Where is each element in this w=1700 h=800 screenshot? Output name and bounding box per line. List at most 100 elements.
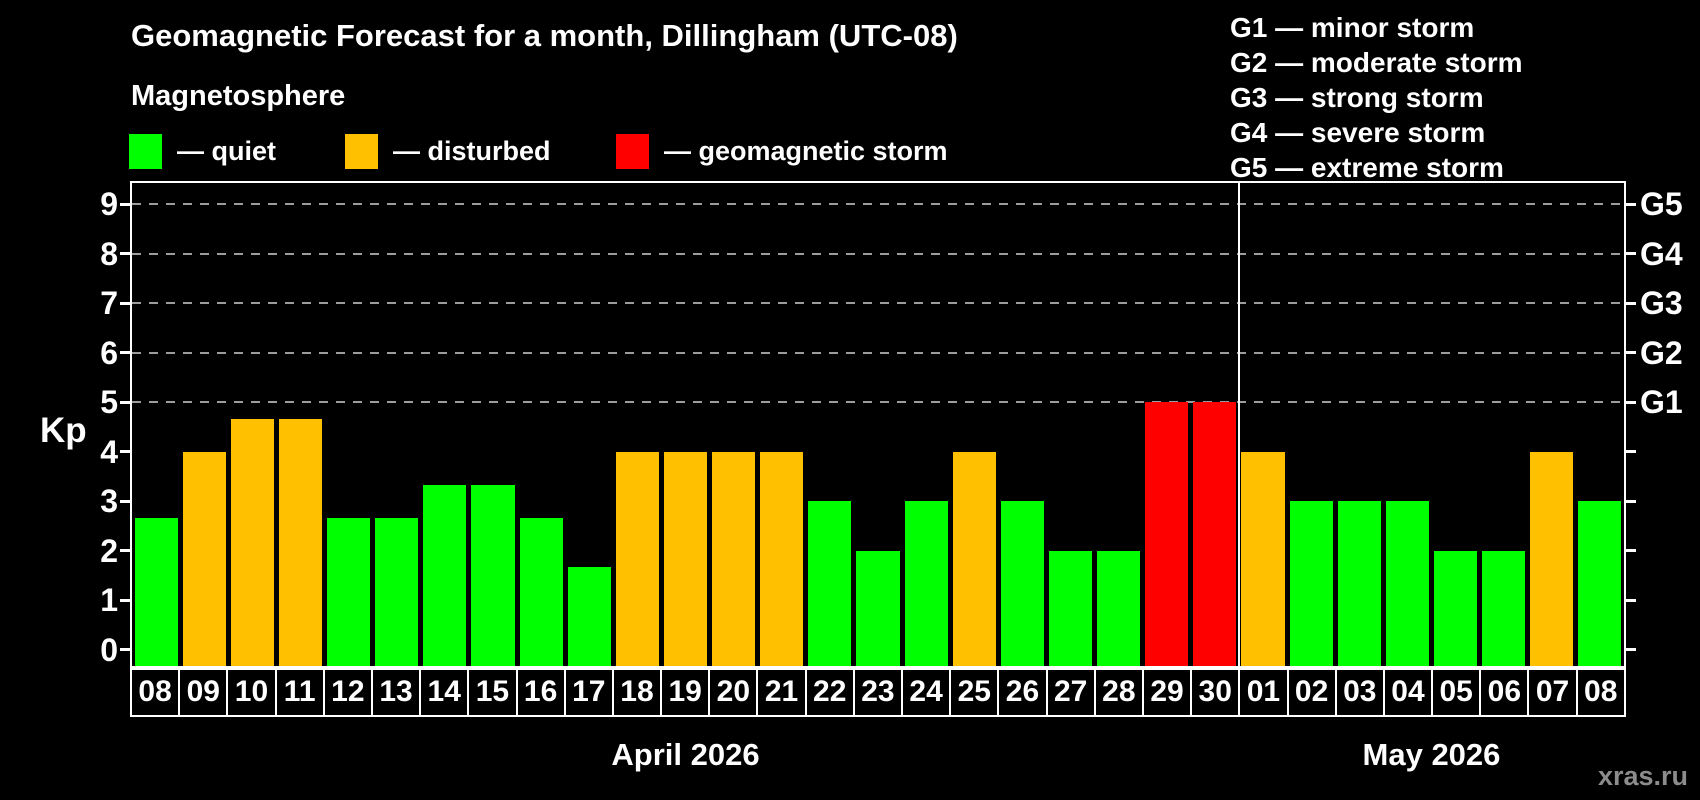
gridline-kp7 [132, 302, 1624, 305]
disturbed-swatch-icon [345, 133, 378, 169]
day-label-may-07: 07 [1529, 668, 1578, 715]
kp-bar-apr-22 [808, 501, 852, 668]
kp-bar-apr-27 [1048, 550, 1093, 668]
day-label-may-03: 03 [1337, 668, 1385, 715]
day-label-apr-17: 17 [566, 668, 614, 715]
y-tick-label-9: 9 [100, 186, 118, 223]
plot-area [130, 181, 1626, 670]
kp-bar-apr-16 [519, 517, 563, 668]
kp-bar-apr-14 [423, 485, 467, 668]
right-axis-label-g3: G3 [1640, 285, 1683, 322]
day-label-apr-28: 28 [1096, 668, 1144, 715]
y-tick-label-1: 1 [100, 582, 118, 619]
day-label-apr-23: 23 [855, 668, 903, 715]
day-label-may-01: 01 [1240, 668, 1289, 715]
y-tick-label-6: 6 [100, 334, 118, 371]
kp-bar-may-02 [1289, 501, 1333, 668]
right-axis-label-g4: G4 [1640, 235, 1683, 272]
kp-bar-apr-20 [712, 451, 756, 668]
g5-description: G5 — extreme storm [1230, 152, 1504, 183]
day-label-apr-16: 16 [518, 668, 566, 715]
kp-bar-may-08 [1578, 501, 1622, 668]
g1-description: G1 — minor storm [1230, 12, 1475, 43]
day-label-may-02: 02 [1289, 668, 1337, 715]
kp-bar-apr-17 [567, 567, 611, 668]
g4-description: G4 — severe storm [1230, 117, 1486, 148]
page-title: Geomagnetic Forecast for a month, Dillin… [131, 18, 958, 53]
kp-bar-may-01 [1241, 451, 1285, 668]
day-label-apr-15: 15 [469, 668, 518, 715]
y-tick-label-2: 2 [100, 532, 118, 569]
day-label-apr-26: 26 [999, 668, 1048, 715]
kp-bar-apr-29 [1145, 402, 1189, 668]
kp-bar-may-04 [1385, 501, 1429, 668]
day-label-row: 08 09 10 11 12 13 14 15 16 17 18 19 20 21 22 23 24 25 26 27… [130, 666, 1626, 717]
day-label-apr-21: 21 [758, 668, 807, 715]
kp-bar-may-03 [1337, 501, 1381, 668]
day-label-may-04: 04 [1385, 668, 1434, 715]
kp-bar-apr-28 [1097, 550, 1141, 668]
day-label-apr-20: 20 [710, 668, 759, 715]
day-label-apr-27: 27 [1048, 668, 1096, 715]
kp-bar-apr-08 [134, 517, 178, 668]
right-axis-label-g2: G2 [1640, 334, 1683, 371]
magnetosphere-label: Magnetosphere [131, 80, 346, 112]
kp-bar-apr-11 [278, 418, 322, 668]
day-label-apr-09: 09 [180, 668, 229, 715]
gridline-kp8 [132, 252, 1624, 255]
gridline-kp5 [132, 401, 1624, 404]
kp-bar-may-07 [1530, 451, 1574, 668]
day-label-apr-30: 30 [1192, 668, 1241, 715]
y-tick-label-8: 8 [100, 235, 118, 272]
g-scale-legend: G1 — minor storm G2 — moderate storm G3 … [1230, 10, 1523, 185]
kp-bar-apr-13 [375, 517, 419, 668]
day-label-may-06: 06 [1481, 668, 1530, 715]
day-label-apr-29: 29 [1144, 668, 1193, 715]
g3-description: G3 — strong storm [1230, 82, 1484, 113]
day-label-may-08: 08 [1584, 674, 1618, 708]
kp-bar-apr-21 [760, 451, 804, 668]
legend-storm-label: — geomagnetic storm [664, 135, 948, 166]
y-tick-label-3: 3 [100, 483, 118, 520]
gridline-kp6 [132, 351, 1624, 354]
day-label-apr-08: 08 [132, 668, 181, 715]
day-label-apr-18: 18 [614, 668, 663, 715]
month-label-1: May 2026 [1362, 737, 1501, 772]
site-watermark: xras.ru [1597, 761, 1688, 791]
gridline-kp9 [132, 203, 1624, 206]
legend-disturbed-label: — disturbed [393, 135, 551, 166]
kp-bar-may-05 [1433, 550, 1478, 668]
kp-bar-may-06 [1482, 550, 1526, 668]
kp-bar-apr-23 [856, 550, 900, 668]
kp-bar-apr-18 [615, 451, 659, 668]
kp-bar-apr-24 [904, 501, 948, 668]
y-tick-label-0: 0 [100, 631, 118, 668]
day-label-apr-19: 19 [662, 668, 711, 715]
month-separator-line [1237, 183, 1240, 668]
kp-bar-apr-10 [230, 418, 274, 668]
right-axis-label-g1: G1 [1640, 384, 1683, 421]
day-label-apr-25: 25 [951, 668, 1000, 715]
day-label-may-05: 05 [1433, 668, 1482, 715]
legend-quiet-label: — quiet [177, 135, 276, 166]
day-label-apr-10: 10 [228, 668, 277, 715]
kp-bar-apr-30 [1193, 402, 1237, 668]
storm-swatch-icon [616, 133, 649, 169]
legend-item-quiet: — quiet [129, 133, 276, 169]
month-label-0: April 2026 [611, 737, 760, 772]
kp-bar-apr-25 [952, 451, 996, 668]
kp-bar-apr-09 [182, 451, 226, 668]
legend-item-disturbed: — disturbed [345, 133, 551, 169]
kp-bar-apr-26 [1000, 501, 1044, 668]
day-label-apr-13: 13 [373, 668, 422, 715]
day-label-apr-24: 24 [903, 668, 952, 715]
right-axis-label-g5: G5 [1640, 186, 1683, 223]
day-label-apr-14: 14 [421, 668, 470, 715]
day-label-apr-22: 22 [807, 668, 855, 715]
kp-bar-apr-19 [663, 451, 708, 668]
y-tick-label-7: 7 [100, 285, 118, 322]
day-label-apr-12: 12 [325, 668, 373, 715]
y-axis-title: Kp [40, 411, 87, 450]
kp-bar-apr-12 [327, 517, 371, 668]
